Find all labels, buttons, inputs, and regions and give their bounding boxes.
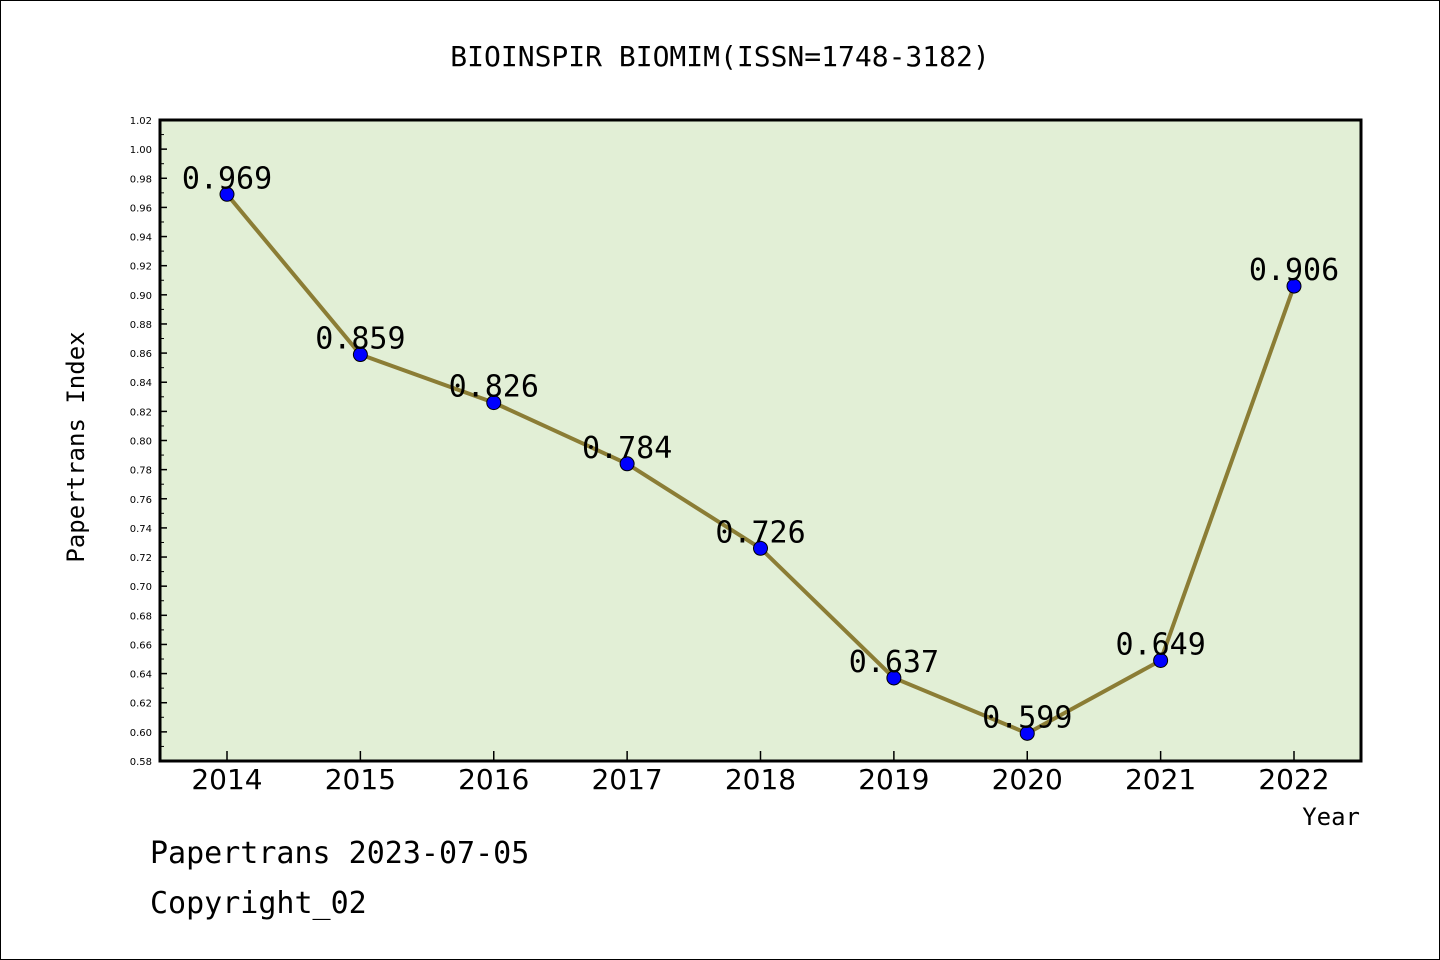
data-label: 0.784	[582, 431, 672, 466]
x-axis-ticks: 2014 2015 2016 2017 2018 2019 2020 2021 2022	[191, 751, 1330, 796]
y-axis-label: Papertrans Index	[62, 331, 90, 562]
y-tick-label: 0.84	[130, 378, 152, 389]
x-tick-label: 2014	[191, 763, 262, 796]
y-tick-label: 0.62	[130, 699, 152, 710]
x-axis-label: Year	[1302, 803, 1360, 831]
y-tick-label: 0.72	[130, 553, 152, 564]
footer-date: Papertrans 2023-07-05	[150, 836, 530, 871]
x-tick-label: 2015	[325, 763, 396, 796]
x-tick-label: 2021	[1125, 763, 1196, 796]
y-tick-label: 0.68	[130, 611, 152, 622]
series-layer: 0.969 0.859 0.826 0.784 0.726 0.637 0.599 0.649…	[182, 161, 1339, 741]
y-tick-label: 0.78	[130, 466, 152, 477]
data-label: 0.649	[1115, 627, 1205, 662]
y-tick-label: 0.58	[130, 757, 152, 768]
x-tick-label: 2019	[858, 763, 929, 796]
y-tick-label: 0.90	[130, 291, 152, 302]
y-tick-label: 0.98	[130, 174, 152, 185]
data-label: 0.969	[182, 161, 272, 196]
chart-title: BIOINSPIR BIOMIM(ISSN=1748-3182)	[450, 40, 989, 73]
data-point	[1153, 652, 1169, 668]
y-tick-label: 0.66	[130, 640, 152, 651]
y-tick-label: 0.74	[130, 524, 152, 535]
footer-copyright: Copyright_02	[150, 886, 367, 921]
data-label: 0.906	[1249, 253, 1339, 288]
y-tick-label: 0.86	[130, 349, 152, 360]
x-tick-label: 2016	[458, 763, 529, 796]
y-tick-label: 0.82	[130, 407, 152, 418]
y-tick-label: 1.02	[130, 116, 152, 127]
plot-area	[158, 118, 1363, 763]
x-tick-label: 2018	[725, 763, 796, 796]
y-tick-label: 1.00	[130, 145, 152, 156]
data-point	[619, 456, 635, 472]
y-tick-label: 0.94	[130, 233, 152, 244]
y-tick-label: 0.96	[130, 203, 152, 214]
y-tick-label: 0.88	[130, 320, 152, 331]
y-tick-label: 0.76	[130, 495, 152, 506]
x-tick-label: 2020	[992, 763, 1063, 796]
data-point	[886, 670, 902, 686]
data-label: 0.859	[315, 322, 405, 357]
x-tick-label: 2017	[591, 763, 662, 796]
y-tick-label: 0.60	[130, 728, 152, 739]
x-tick-label: 2022	[1258, 763, 1329, 796]
data-point	[753, 540, 768, 556]
data-point	[219, 186, 235, 202]
data-point	[1286, 278, 1302, 294]
data-label: 0.637	[849, 645, 939, 680]
y-axis-ticks: 0.58 0.60 0.62 0.64 0.66 0.68 0.70 0.72 0.74 0.76…	[130, 116, 167, 768]
data-point	[486, 395, 502, 411]
y-tick-label: 0.92	[130, 262, 152, 273]
y-tick-label: 0.70	[130, 582, 152, 593]
data-label: 0.826	[449, 370, 539, 405]
data-point	[1019, 725, 1035, 741]
data-label: 0.599	[982, 700, 1072, 735]
y-tick-label: 0.80	[130, 437, 152, 448]
data-point	[352, 347, 368, 363]
data-label: 0.726	[715, 515, 805, 550]
y-tick-label: 0.64	[130, 670, 152, 681]
